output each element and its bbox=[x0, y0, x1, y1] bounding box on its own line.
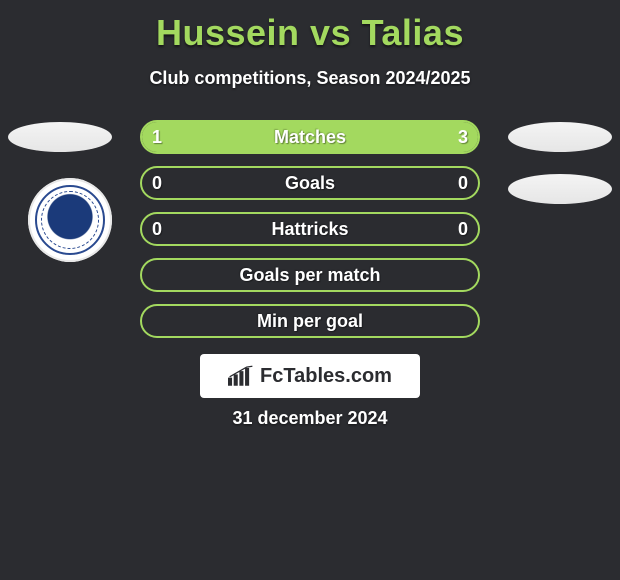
stat-row: 00Goals bbox=[140, 166, 480, 200]
club-right-avatar-placeholder bbox=[508, 174, 612, 204]
stat-row: Goals per match bbox=[140, 258, 480, 292]
stat-row: Min per goal bbox=[140, 304, 480, 338]
player-left-avatar-placeholder bbox=[8, 122, 112, 152]
bars-icon bbox=[228, 365, 254, 387]
stat-label: Goals per match bbox=[142, 260, 478, 290]
player-right-avatar-placeholder bbox=[508, 122, 612, 152]
brand-text: FcTables.com bbox=[260, 365, 392, 388]
brand-logo: FcTables.com bbox=[200, 354, 420, 398]
stat-label: Goals bbox=[142, 168, 478, 198]
club-left-badge bbox=[28, 178, 112, 262]
stat-label: Matches bbox=[142, 122, 478, 152]
stat-rows: 13Matches 00Goals 00Hattricks Goals per mat… bbox=[140, 120, 480, 350]
club-badge-graphic bbox=[35, 185, 105, 255]
stat-row: 13Matches bbox=[140, 120, 480, 154]
stat-row: 00Hattricks bbox=[140, 212, 480, 246]
subtitle: Club competitions, Season 2024/2025 bbox=[0, 68, 620, 89]
stat-label: Min per goal bbox=[142, 306, 478, 336]
page-title: Hussein vs Talias bbox=[0, 0, 620, 54]
date-text: 31 december 2024 bbox=[0, 408, 620, 429]
stat-label: Hattricks bbox=[142, 214, 478, 244]
